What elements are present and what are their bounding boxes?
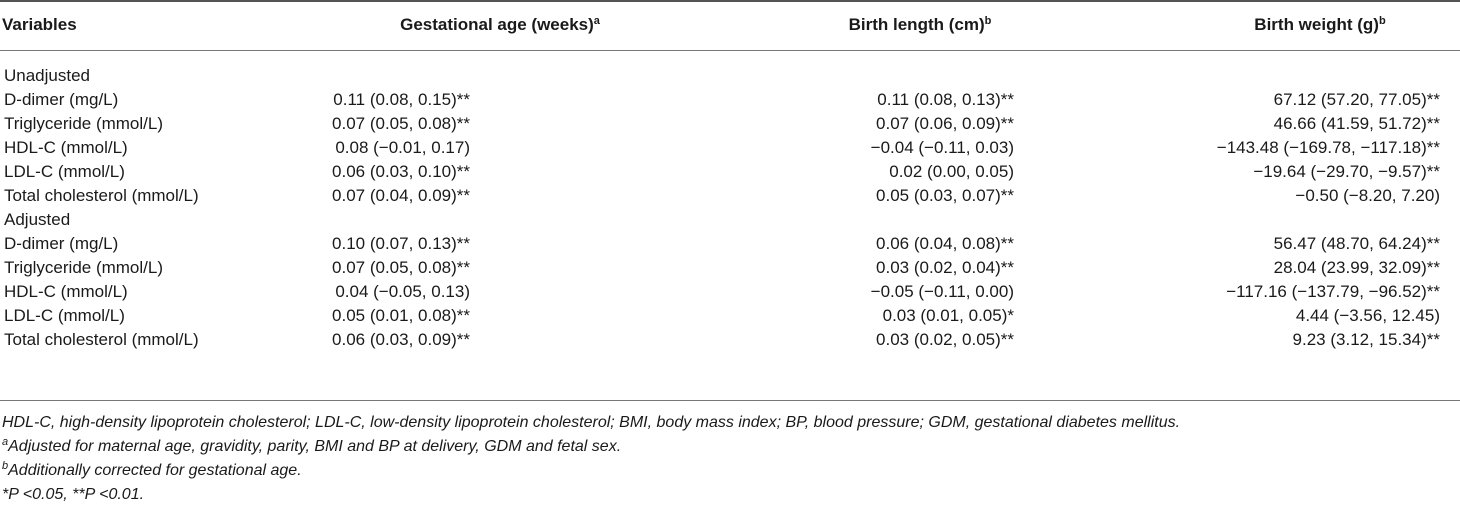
- header-birth-length: Birth length (cm)b: [848, 15, 992, 34]
- cell-variable: Total cholesterol (mmol/L): [4, 186, 199, 205]
- cell-birth-length: −0.04 (−0.11, 0.03): [870, 138, 1014, 157]
- cell-variable: LDL-C (mmol/L): [4, 162, 125, 181]
- cell-birth-weight: 4.44 (−3.56, 12.45): [1295, 306, 1440, 325]
- cell-variable: HDL-C (mmol/L): [4, 282, 128, 301]
- cell-birth-length: 0.03 (0.02, 0.04)**: [876, 258, 1014, 277]
- cell-birth-weight: 56.47 (48.70, 64.24)**: [1273, 234, 1440, 253]
- cell-gestational-age: 0.08 (−0.01, 0.17): [335, 138, 470, 157]
- cell-variable: D-dimer (mg/L): [4, 90, 119, 109]
- table-row: Triglyceride (mmol/L) 0.07 (0.05, 0.08)**…: [0, 112, 1460, 136]
- table-row: Triglyceride (mmol/L) 0.07 (0.05, 0.08)**…: [0, 256, 1460, 280]
- cell-birth-length: 0.06 (0.04, 0.08)**: [876, 234, 1014, 253]
- header-variables: Variables: [2, 15, 77, 34]
- cell-variable: HDL-C (mmol/L): [4, 138, 128, 157]
- cell-variable: Triglyceride (mmol/L): [4, 258, 164, 277]
- cell-gestational-age: 0.06 (0.03, 0.10)**: [332, 162, 470, 181]
- cell-birth-weight: 46.66 (41.59, 51.72)**: [1273, 114, 1440, 133]
- cell-gestational-age: 0.04 (−0.05, 0.13): [335, 282, 470, 301]
- cell-birth-length: 0.11 (0.08, 0.13)**: [877, 90, 1014, 109]
- cell-gestational-age: 0.10 (0.07, 0.13)**: [332, 234, 470, 253]
- footnote-abbreviations: HDL-C, high-density lipoprotein choleste…: [2, 414, 1181, 431]
- cell-gestational-age: 0.07 (0.04, 0.09)**: [332, 186, 470, 205]
- cell-birth-weight: 67.12 (57.20, 77.05)**: [1273, 90, 1440, 109]
- cell-birth-weight: −143.48 (−169.78, −117.18)**: [1216, 138, 1440, 157]
- footnote-a: aAdjusted for maternal age, gravidity, p…: [2, 436, 622, 456]
- header-birth-weight: Birth weight (g)b: [1254, 15, 1386, 34]
- table-row: D-dimer (mg/L) 0.11 (0.08, 0.15)** 0.11 (0…: [0, 88, 1460, 112]
- table-row: LDL-C (mmol/L) 0.05 (0.01, 0.08)** 0.03 (0…: [0, 304, 1460, 328]
- cell-birth-weight: 28.04 (23.99, 32.09)**: [1273, 258, 1440, 277]
- cell-birth-length: 0.02 (0.00, 0.05): [889, 162, 1014, 181]
- cell-variable: LDL-C (mmol/L): [4, 306, 125, 325]
- cell-birth-weight: 9.23 (3.12, 15.34)**: [1292, 330, 1440, 349]
- footnote-significance: *P <0.05, **P <0.01.: [2, 486, 145, 503]
- cell-birth-length: 0.05 (0.03, 0.07)**: [876, 186, 1014, 205]
- table-row: Total cholesterol (mmol/L) 0.06 (0.03, 0.…: [0, 328, 1460, 352]
- section-label-row: Unadjusted: [0, 64, 1460, 88]
- cell-gestational-age: 0.07 (0.05, 0.08)**: [332, 258, 470, 277]
- cell-birth-length: −0.05 (−0.11, 0.00): [870, 282, 1014, 301]
- table-row: HDL-C (mmol/L) 0.08 (−0.01, 0.17) −0.04 (−…: [0, 136, 1460, 160]
- cell-gestational-age: 0.11 (0.08, 0.15)**: [333, 90, 470, 109]
- table-bottom-rule: [0, 400, 1460, 401]
- table-row: Total cholesterol (mmol/L) 0.07 (0.04, 0.…: [0, 184, 1460, 208]
- table-footnotes: HDL-C, high-density lipoprotein choleste…: [2, 411, 1180, 507]
- cell-gestational-age: 0.05 (0.01, 0.08)**: [332, 306, 470, 325]
- cell-variable: D-dimer (mg/L): [4, 234, 119, 253]
- table-row: D-dimer (mg/L) 0.10 (0.07, 0.13)** 0.06 (0…: [0, 232, 1460, 256]
- cell-gestational-age: 0.07 (0.05, 0.08)**: [332, 114, 470, 133]
- table-row: HDL-C (mmol/L) 0.04 (−0.05, 0.13) −0.05 (−…: [0, 280, 1460, 304]
- section-label: Unadjusted: [4, 66, 91, 85]
- table-body: Unadjusted D-dimer (mg/L) 0.11 (0.08, 0.15…: [0, 64, 1460, 352]
- cell-birth-weight: −117.16 (−137.79, −96.52)**: [1226, 282, 1440, 301]
- cell-birth-length: 0.03 (0.01, 0.05)*: [882, 306, 1014, 325]
- cell-variable: Total cholesterol (mmol/L): [4, 330, 199, 349]
- section-label: Adjusted: [4, 210, 71, 229]
- table-top-rule: [0, 0, 1460, 2]
- cell-birth-length: 0.03 (0.02, 0.05)**: [876, 330, 1014, 349]
- cell-variable: Triglyceride (mmol/L): [4, 114, 164, 133]
- section-label-row: Adjusted: [0, 208, 1460, 232]
- header-gestational-age: Gestational age (weeks)a: [400, 15, 600, 34]
- cell-birth-weight: −0.50 (−8.20, 7.20): [1295, 186, 1440, 205]
- cell-birth-weight: −19.64 (−29.70, −9.57)**: [1253, 162, 1440, 181]
- table-row: LDL-C (mmol/L) 0.06 (0.03, 0.10)** 0.02 (0…: [0, 160, 1460, 184]
- header-divider-rule: [0, 50, 1460, 51]
- footnote-b: bAdditionally corrected for gestational …: [2, 460, 302, 480]
- cell-birth-length: 0.07 (0.06, 0.09)**: [876, 114, 1014, 133]
- cell-gestational-age: 0.06 (0.03, 0.09)**: [332, 330, 470, 349]
